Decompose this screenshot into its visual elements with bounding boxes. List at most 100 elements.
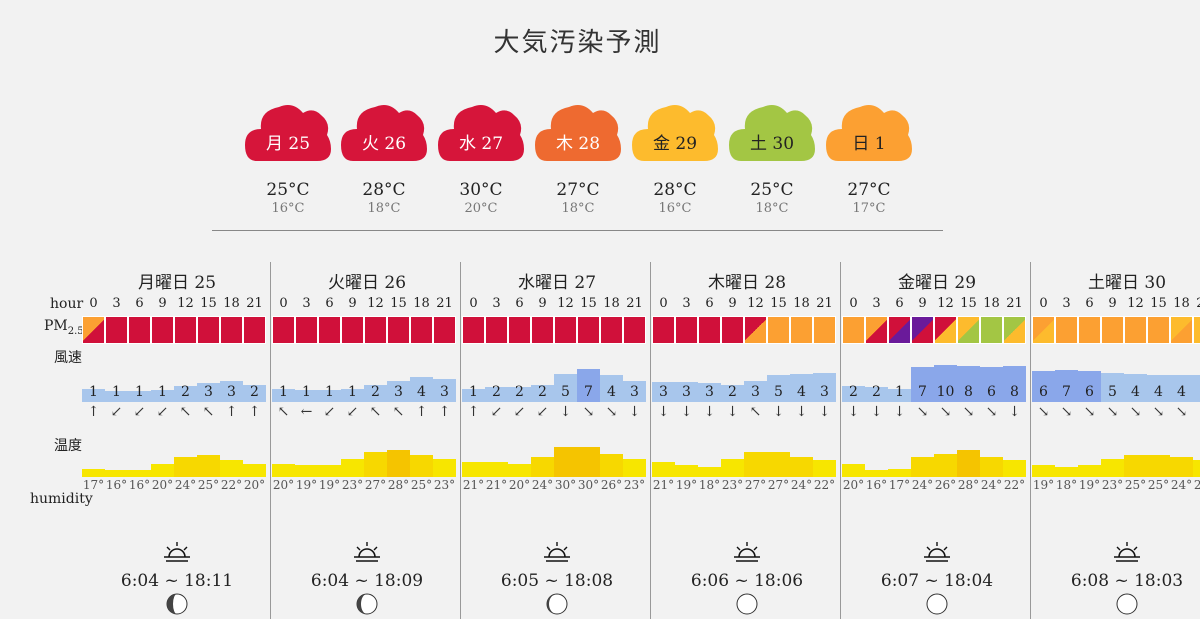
forecast-high-temp: 25°C — [266, 180, 310, 200]
hour-tick: 0 — [279, 296, 288, 311]
wind-bar — [888, 389, 911, 402]
pm25-cell[interactable] — [485, 316, 508, 344]
forecast-cloud[interactable]: 火 26 — [341, 101, 427, 163]
wind-chart — [462, 362, 652, 402]
pm25-cell[interactable] — [151, 316, 174, 344]
pm25-cell[interactable] — [1170, 316, 1193, 344]
pm25-cell[interactable] — [957, 316, 980, 344]
temp-value: 28° — [957, 478, 980, 492]
pm25-cell[interactable] — [508, 316, 531, 344]
hour-tick: 3 — [112, 296, 121, 311]
hour-tick: 15 — [1150, 296, 1167, 311]
pm25-cell[interactable] — [980, 316, 1003, 344]
wind-speed-value: 6 — [1085, 384, 1094, 400]
forecast-cloud[interactable]: 木 28 — [535, 101, 621, 163]
wind-speed-value: 3 — [705, 384, 714, 400]
pm25-cell[interactable] — [1032, 316, 1055, 344]
pm25-cell[interactable] — [364, 316, 387, 344]
wind-speed-value: 7 — [918, 384, 927, 400]
temp-value: 23° — [721, 478, 744, 492]
forecast-low-temp: 18°C — [755, 201, 789, 216]
pm25-cell[interactable] — [220, 316, 243, 344]
pm25-cell[interactable] — [128, 316, 151, 344]
pm25-cell[interactable] — [813, 316, 836, 344]
pm25-cell[interactable] — [744, 316, 767, 344]
temp-bar — [1124, 455, 1147, 477]
temp-value: 26° — [600, 478, 623, 492]
forecast-temps: 27°C 17°C — [824, 180, 914, 216]
wind-bar — [272, 389, 295, 402]
temp-value: 24° — [531, 478, 554, 492]
forecast-cloud[interactable]: 月 25 — [245, 101, 331, 163]
pm25-cell[interactable] — [1101, 316, 1124, 344]
pm25-cell[interactable] — [1147, 316, 1170, 344]
pm25-cell[interactable] — [1078, 316, 1101, 344]
pm25-cell[interactable] — [577, 316, 600, 344]
hour-tick: 12 — [557, 296, 574, 311]
temp-value: 27° — [767, 478, 790, 492]
wind-speed-value: 3 — [659, 384, 668, 400]
pm25-cell[interactable] — [174, 316, 197, 344]
pm25-cell[interactable] — [105, 316, 128, 344]
pm25-cell[interactable] — [387, 316, 410, 344]
wind-bar — [318, 390, 341, 402]
pm25-cell[interactable] — [652, 316, 675, 344]
forecast-cloud[interactable]: 日 1 — [826, 101, 912, 163]
hour-tick: 21 — [246, 296, 263, 311]
wind-speed-value: 3 — [204, 384, 213, 400]
wind-bar — [82, 389, 105, 402]
pm25-cell[interactable] — [1193, 316, 1200, 344]
pm25-cell[interactable] — [295, 316, 318, 344]
pm25-cell[interactable] — [1003, 316, 1026, 344]
pm25-cell[interactable] — [341, 316, 364, 344]
pm25-cell[interactable] — [318, 316, 341, 344]
temp-bar — [433, 459, 456, 477]
wind-direction-icon: ↘ — [1193, 404, 1200, 420]
temp-bar — [105, 470, 128, 477]
forecast-cloud[interactable]: 金 29 — [632, 101, 718, 163]
wind-direction-icon: ↘ — [1083, 404, 1096, 420]
forecast-cloud[interactable]: 土 30 — [729, 101, 815, 163]
temp-value: 19° — [1032, 478, 1055, 492]
pm25-cell[interactable] — [410, 316, 433, 344]
pm25-cell[interactable] — [600, 316, 623, 344]
wind-direction-icon: ↙ — [536, 404, 549, 420]
pm25-cell[interactable] — [243, 316, 266, 344]
pm25-cell[interactable] — [531, 316, 554, 344]
pm25-cell[interactable] — [272, 316, 295, 344]
pm25-cell[interactable] — [767, 316, 790, 344]
wind-bar — [295, 390, 318, 402]
pm25-cell[interactable] — [842, 316, 865, 344]
pm25-cell[interactable] — [888, 316, 911, 344]
wind-bar — [1147, 375, 1170, 402]
pm25-cell[interactable] — [462, 316, 485, 344]
pm25-cell[interactable] — [197, 316, 220, 344]
pm25-cell[interactable] — [721, 316, 744, 344]
pm25-cell[interactable] — [82, 316, 105, 344]
pm25-cell[interactable] — [675, 316, 698, 344]
wind-bar — [128, 391, 151, 402]
wind-direction-icon: ↙ — [156, 404, 169, 420]
pm25-cell[interactable] — [790, 316, 813, 344]
wind-speed-value: 6 — [987, 384, 996, 400]
pm25-cell[interactable] — [1124, 316, 1147, 344]
pm25-cell[interactable] — [934, 316, 957, 344]
moon-phase-icon — [736, 593, 758, 615]
pm25-cell[interactable] — [554, 316, 577, 344]
pm25-cell[interactable] — [1055, 316, 1078, 344]
forecast-cloud[interactable]: 水 27 — [438, 101, 524, 163]
wind-direction-icon: ↓ — [628, 404, 641, 420]
pm25-cell[interactable] — [698, 316, 721, 344]
temp-bar — [485, 462, 508, 477]
sunrise-sunset-time: 6:04 ~ 18:11 — [120, 571, 234, 591]
pm25-cell[interactable] — [623, 316, 646, 344]
pm25-cell[interactable] — [865, 316, 888, 344]
temp-value: 30° — [554, 478, 577, 492]
temp-value: 16° — [865, 478, 888, 492]
hour-tick: 6 — [1085, 296, 1094, 311]
temp-value: 22° — [813, 478, 836, 492]
wind-speed-value: 6 — [1039, 384, 1048, 400]
pm25-cell[interactable] — [433, 316, 456, 344]
wind-speed-value: 8 — [1010, 384, 1019, 400]
pm25-cell[interactable] — [911, 316, 934, 344]
